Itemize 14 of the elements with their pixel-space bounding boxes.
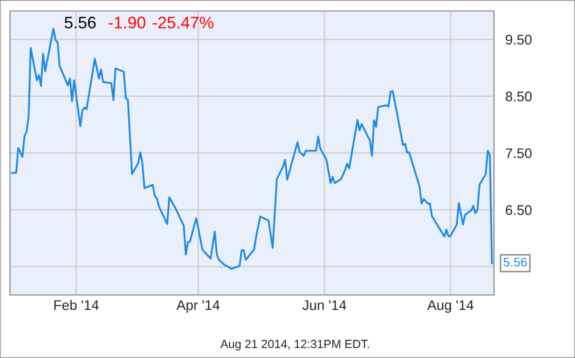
- x-tick-label: Apr '14: [176, 300, 220, 313]
- text: Aug 21 2014, 12:31PM EDT.: [220, 340, 369, 351]
- line-series: [11, 28, 493, 270]
- y-tick-label: 8.50: [506, 92, 532, 102]
- annotation: -25.47%: [152, 16, 214, 28]
- annotation: 5.56: [504, 258, 527, 267]
- y-tick-label: 6.50: [506, 205, 532, 215]
- chart-title: 5.56: [64, 16, 96, 28]
- y-tick-label: 7.50: [506, 148, 532, 158]
- x-tick-label: Jun '14: [302, 300, 346, 310]
- x-tick-label: Aug '14: [427, 300, 474, 313]
- x-tick-label: Feb '14: [54, 300, 99, 310]
- annotation: -1.90: [108, 16, 146, 28]
- y-tick-label: 9.50: [506, 34, 532, 45]
